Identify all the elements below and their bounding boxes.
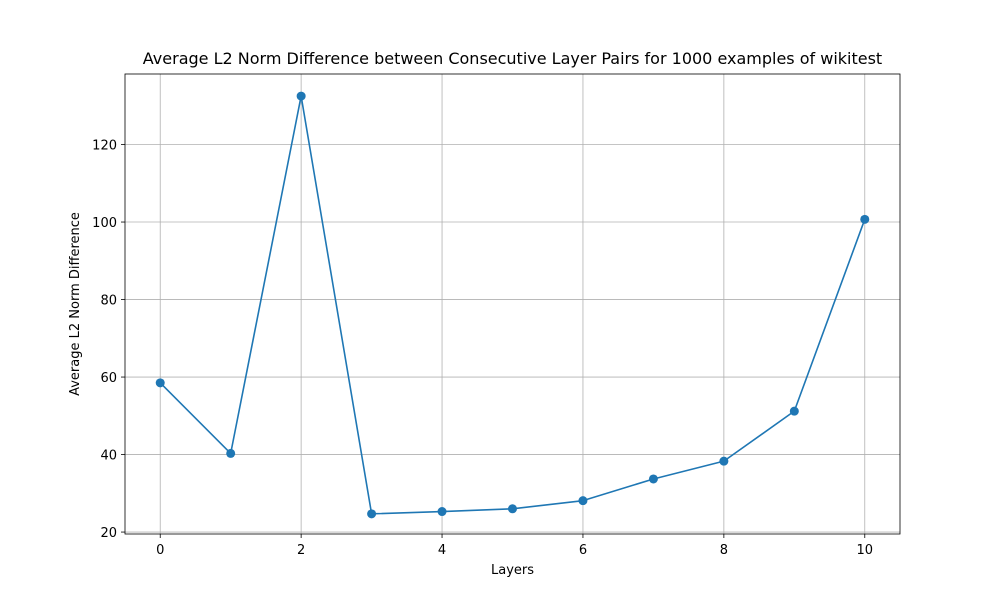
x-tick-label: 2 xyxy=(297,543,305,558)
y-tick-label: 120 xyxy=(92,139,117,154)
data-point xyxy=(860,214,870,224)
data-point xyxy=(508,504,517,514)
plot-frame xyxy=(124,73,901,535)
y-tick-label: 40 xyxy=(100,449,117,464)
x-tick-label: 10 xyxy=(856,543,873,558)
x-axis-label: Layers xyxy=(491,563,534,578)
y-tick-label: 80 xyxy=(100,294,117,309)
data-point xyxy=(578,496,588,506)
chart-title: Average L2 Norm Difference between Conse… xyxy=(143,49,882,68)
data-point xyxy=(437,507,447,517)
ticks: 0 2 4 6 8 10 20 40 60 80 100 120 xyxy=(92,139,873,558)
series-layer xyxy=(155,91,870,519)
x-tick-label: 6 xyxy=(579,543,587,558)
y-axis-label: Average L2 Norm Difference xyxy=(68,212,83,396)
y-tick-label: 60 xyxy=(100,371,117,386)
data-point xyxy=(789,406,799,416)
data-point xyxy=(648,474,658,484)
y-tick-label: 20 xyxy=(100,526,117,541)
x-tick-label: 0 xyxy=(156,543,164,558)
data-point xyxy=(719,456,729,466)
x-tick-label: 4 xyxy=(438,543,446,558)
y-tick-label: 100 xyxy=(92,216,117,231)
data-point xyxy=(296,91,306,101)
x-tick-label: 8 xyxy=(720,543,728,558)
grid xyxy=(125,74,900,534)
data-point xyxy=(155,378,165,388)
data-point xyxy=(367,509,377,519)
data-point xyxy=(226,448,236,458)
